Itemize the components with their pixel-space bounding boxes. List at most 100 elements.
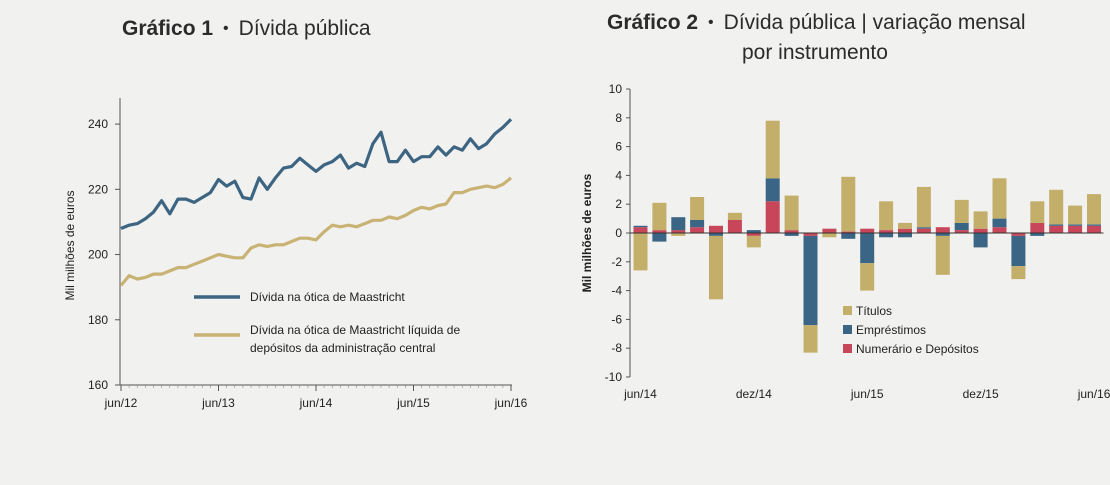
- bar-t-tulos: [879, 201, 894, 231]
- series-line-1: [120, 118, 513, 230]
- y-tick-label: 0: [615, 226, 622, 240]
- bar-empr-stimos: [879, 233, 894, 238]
- bar-t-tulos: [652, 202, 667, 231]
- bar-empr-stimos: [803, 235, 818, 326]
- bar-empr-stimos: [671, 217, 686, 231]
- legend-label-2a: Dívida na ótica de Maastricht líquida de: [250, 323, 460, 337]
- legend-label: Numerário e Depósitos: [856, 342, 979, 356]
- bar-empr-stimos: [916, 227, 931, 229]
- y-tick-label: -10: [605, 370, 623, 384]
- bar-numer-rio-e-dep-sitos: [765, 201, 780, 233]
- bar-t-tulos: [1049, 189, 1064, 225]
- bar-t-tulos: [841, 176, 856, 232]
- bar-t-tulos: [803, 325, 818, 353]
- bar-t-tulos: [954, 199, 969, 223]
- legend-swatch: [843, 306, 852, 315]
- chart-2-title-line-1: Dívida pública | variação mensal: [723, 11, 1026, 34]
- y-tick-label: -2: [611, 255, 622, 269]
- legend-label: Títulos: [856, 304, 892, 318]
- bar-t-tulos: [671, 233, 686, 236]
- x-tick-label: jun/16: [494, 396, 528, 410]
- bar-t-tulos: [973, 211, 988, 229]
- bar-numer-rio-e-dep-sitos: [633, 227, 648, 233]
- y-tick-label: -8: [611, 341, 622, 355]
- chart-1-title: Gráfico 1 • Dívida pública: [122, 14, 371, 44]
- bar-empr-stimos: [973, 233, 988, 248]
- chart-2-number: Gráfico 2: [607, 11, 699, 34]
- bar-empr-stimos: [1030, 233, 1045, 236]
- bar-empr-stimos: [992, 218, 1007, 228]
- bar-numer-rio-e-dep-sitos: [1011, 233, 1026, 236]
- title-bullet: •: [708, 14, 714, 31]
- bar-numer-rio-e-dep-sitos: [1068, 225, 1083, 233]
- legend-label: Empréstimos: [856, 323, 926, 337]
- bar-empr-stimos: [709, 233, 723, 236]
- bar-empr-stimos: [1011, 235, 1026, 267]
- bar-empr-stimos: [935, 233, 950, 236]
- bar-t-tulos: [727, 212, 742, 220]
- y-tick-label: 8: [615, 111, 622, 125]
- bar-numer-rio-e-dep-sitos: [1049, 225, 1064, 233]
- chart-2-title: Gráfico 2 • Dívida pública | variação mens…: [607, 8, 1026, 64]
- bar-numer-rio-e-dep-sitos: [1030, 222, 1045, 233]
- bar-t-tulos: [822, 233, 837, 238]
- bar-numer-rio-e-dep-sitos: [822, 228, 837, 233]
- bar-t-tulos: [709, 235, 723, 300]
- y-tick-label: 200: [88, 248, 108, 262]
- bar-empr-stimos: [746, 230, 761, 233]
- bar-t-tulos: [916, 186, 931, 228]
- bar-t-tulos: [690, 197, 705, 220]
- chart-1-number: Gráfico 1: [122, 17, 214, 40]
- y-axis-label: Mil milhões de euros: [63, 190, 77, 300]
- bar-numer-rio-e-dep-sitos: [709, 225, 723, 233]
- y-tick-label: 4: [615, 168, 622, 182]
- y-tick-label: 180: [88, 313, 108, 327]
- y-tick-label: 2: [615, 197, 622, 211]
- y-tick-label: -6: [611, 312, 622, 326]
- bar-empr-stimos: [1087, 224, 1101, 226]
- bar-empr-stimos: [690, 220, 705, 228]
- bar-numer-rio-e-dep-sitos: [898, 228, 912, 233]
- x-tick-label: jun/15: [396, 396, 430, 410]
- bar-empr-stimos: [954, 222, 969, 231]
- x-tick-label: jun/15: [850, 387, 884, 401]
- bar-t-tulos: [1011, 266, 1026, 280]
- chart-1-title-text: Dívida pública: [238, 17, 371, 40]
- bar-t-tulos: [1068, 205, 1083, 225]
- bar-numer-rio-e-dep-sitos: [935, 227, 950, 233]
- bar-t-tulos: [746, 235, 761, 248]
- y-tick-label: 10: [609, 82, 623, 96]
- bar-empr-stimos: [765, 178, 780, 202]
- y-tick-label: 240: [88, 117, 108, 131]
- bar-numer-rio-e-dep-sitos: [992, 227, 1007, 233]
- x-tick-label: jun/12: [104, 396, 138, 410]
- bar-numer-rio-e-dep-sitos: [784, 230, 799, 233]
- x-tick-label: jun/16: [1077, 387, 1110, 401]
- x-tick-label: dez/15: [963, 387, 999, 401]
- bar-empr-stimos: [1049, 224, 1064, 226]
- x-tick-label: jun/14: [623, 387, 657, 401]
- y-tick-label: 220: [88, 182, 108, 196]
- bar-numer-rio-e-dep-sitos: [841, 231, 856, 233]
- bar-t-tulos: [784, 195, 799, 231]
- y-axis-label: Mil milhões de euros: [580, 173, 594, 292]
- y-tick-label: -4: [611, 284, 622, 298]
- bar-empr-stimos: [1068, 224, 1083, 226]
- bar-numer-rio-e-dep-sitos: [1087, 225, 1101, 233]
- legend-swatch: [843, 344, 852, 353]
- bar-numer-rio-e-dep-sitos: [690, 227, 705, 233]
- stacked-bar-chart: -10 -8 -6 -4 -2 0 2 4 6 8 10 Mil milhões de euros ju…: [580, 82, 1110, 401]
- bar-numer-rio-e-dep-sitos: [652, 230, 667, 233]
- bar-numer-rio-e-dep-sitos: [727, 220, 742, 233]
- x-tick-label: dez/14: [736, 387, 772, 401]
- y-tick-label: 6: [615, 140, 622, 154]
- bar-t-tulos: [860, 263, 875, 291]
- bar-empr-stimos: [652, 233, 667, 242]
- legend-label-2b: depósitos da administração central: [250, 341, 435, 355]
- bar-t-tulos: [633, 233, 648, 271]
- bar-t-tulos: [765, 120, 780, 179]
- bar-numer-rio-e-dep-sitos: [954, 230, 969, 233]
- bar-numer-rio-e-dep-sitos: [671, 230, 686, 233]
- bar-t-tulos: [898, 222, 912, 229]
- bar-t-tulos: [992, 178, 1007, 219]
